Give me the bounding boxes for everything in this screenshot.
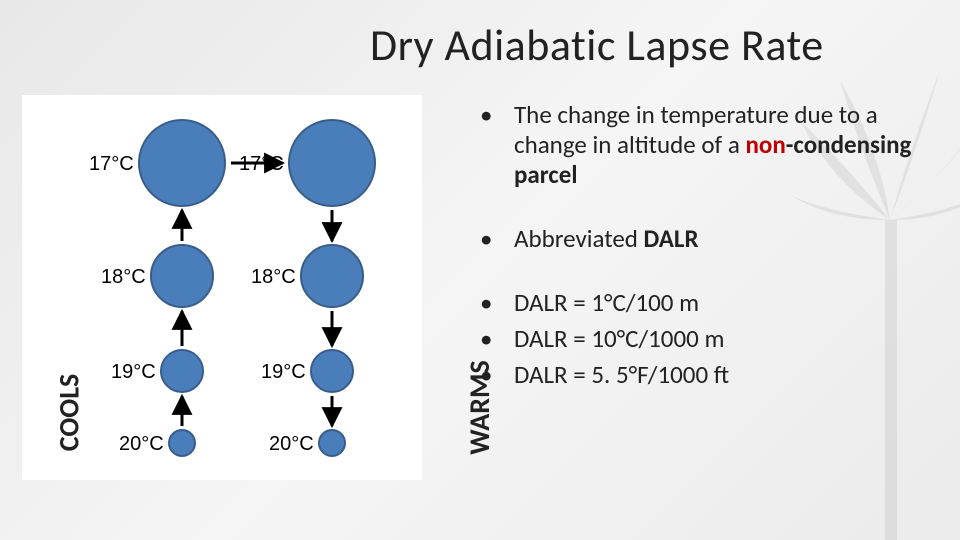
svg-text:18°C: 18°C (101, 266, 146, 288)
svg-text:17°C: 17°C (89, 153, 134, 175)
svg-text:20°C: 20°C (119, 433, 164, 455)
bullet-item (480, 260, 940, 288)
diagram-panel: COOLS WARMS 17°C17°C18°C18°C19°C19°C20°C… (22, 95, 422, 480)
bullet-item: •DALR = 10°C/1000 m (480, 324, 940, 354)
svg-text:19°C: 19°C (111, 361, 156, 383)
svg-text:17°C: 17°C (239, 153, 284, 175)
bullet-item: •DALR = 5. 5°F/1000 ft (480, 360, 940, 390)
svg-text:18°C: 18°C (251, 266, 296, 288)
bullet-list: •The change in temperature due to a chan… (480, 100, 940, 396)
bullet-item: •Abbreviated DALR (480, 224, 940, 254)
page-title: Dry Adiabatic Lapse Rate (370, 18, 824, 72)
bullet-item: •DALR = 1°C/100 m (480, 288, 940, 318)
svg-text:19°C: 19°C (261, 361, 306, 383)
diagram-svg: 17°C 17°C 18°C 18°C 19°C 19°C 20°C 20°C (22, 95, 422, 480)
bullet-item: •The change in temperature due to a chan… (480, 100, 940, 190)
svg-text:20°C: 20°C (269, 433, 314, 455)
bullet-item (480, 196, 940, 224)
